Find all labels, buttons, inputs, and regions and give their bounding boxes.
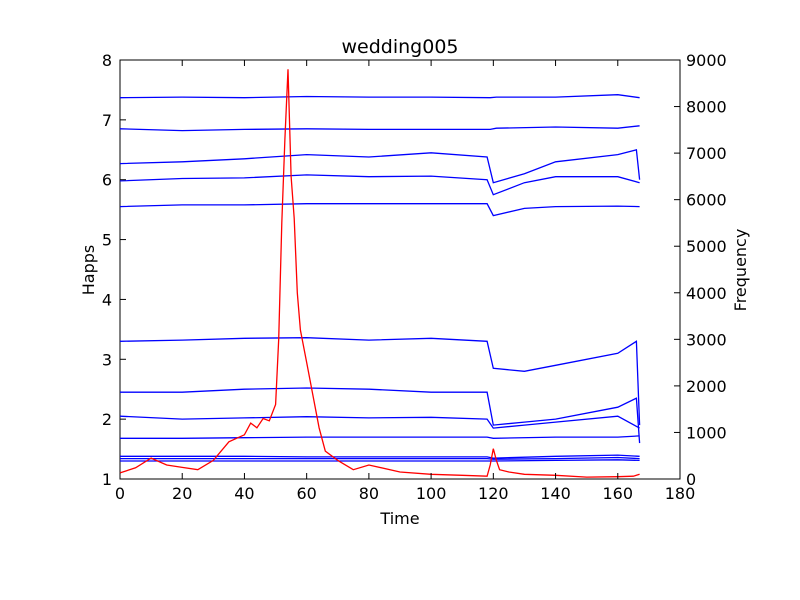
plot-area: [119, 59, 681, 480]
x-tick-label: 160: [603, 484, 634, 503]
y-tick-label: 4: [102, 290, 112, 309]
happs-series-line-7: [120, 387, 641, 444]
plot-frame: [119, 59, 681, 480]
happs-series-line-1: [119, 94, 640, 99]
happs-series-line-3: [119, 148, 641, 184]
x-tick-label: 120: [478, 484, 509, 503]
x-tick-label: 180: [665, 484, 696, 503]
y-tick-label: 1: [102, 470, 112, 489]
happs-series-line-2: [119, 125, 640, 132]
happs-series-line-8: [119, 415, 640, 429]
x-tick-label: 60: [296, 484, 316, 503]
happs-series-line-6: [119, 337, 641, 426]
happs-series-line-11: [120, 456, 640, 460]
x-tick-label: 0: [115, 484, 125, 503]
y2-axis-label: Frequency: [731, 229, 750, 312]
y2-tick-label: 3000: [686, 330, 727, 349]
y2-tick-label: 5000: [686, 237, 727, 256]
y2-tick-label: 2000: [686, 377, 727, 396]
x-tick-label: 40: [234, 484, 254, 503]
x-tick-label: 80: [359, 484, 379, 503]
x-tick-label: 140: [540, 484, 571, 503]
happs-series-line-10: [120, 454, 640, 459]
y-tick-label: 2: [102, 410, 112, 429]
x-axis-label: Time: [379, 509, 419, 528]
y-tick-label: 7: [102, 111, 112, 130]
y2-tick-label: 9000: [686, 51, 727, 70]
x-tick-label: 100: [416, 484, 447, 503]
y-axis-frequency: 0 1000 2000 3000 4000 5000 6000 7000 8000 9000: [674, 51, 727, 489]
chart-title: wedding005: [342, 36, 459, 58]
frequency-series-line: [119, 69, 640, 478]
happs-series-group: [119, 94, 641, 462]
y-tick-label: 8: [102, 51, 112, 70]
y2-tick-label: 1000: [686, 423, 727, 442]
y-tick-label: 3: [102, 350, 112, 369]
y-tick-label: 5: [102, 231, 112, 250]
y2-tick-label: 7000: [686, 144, 727, 163]
y2-tick-label: 4000: [686, 284, 727, 303]
happs-series-line-5: [119, 203, 640, 217]
y2-tick-label: 0: [686, 470, 696, 489]
happs-series-line-12: [120, 459, 640, 462]
x-axis: 0 20 40 60 80 100 120 140 160 180: [115, 60, 695, 503]
happs-series-line-4: [119, 174, 640, 196]
y-tick-label: 6: [102, 171, 112, 190]
y-axis-happs: 1 2 3 4 5 6 7 8: [102, 51, 126, 489]
y2-tick-label: 6000: [686, 191, 727, 210]
y-axis-label: Happs: [79, 245, 98, 295]
frequency-series-group: [119, 69, 640, 478]
x-tick-label: 20: [172, 484, 192, 503]
happs-series-line-9: [120, 435, 640, 439]
y2-tick-label: 8000: [686, 98, 727, 117]
